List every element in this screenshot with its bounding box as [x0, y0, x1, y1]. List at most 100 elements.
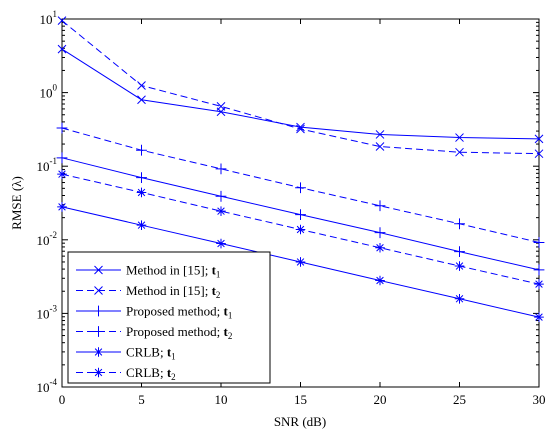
- data-point-marker: [215, 163, 227, 175]
- data-point-marker: [295, 257, 306, 267]
- y-tick-exponent: 1: [53, 9, 58, 19]
- data-point-marker: [215, 190, 227, 202]
- series-layer: [56, 16, 545, 322]
- x-tick-label: 5: [138, 392, 145, 407]
- legend-label-subscript: 2: [216, 290, 221, 300]
- y-tick-exponent: -1: [50, 156, 58, 166]
- legend-label: Proposed method; t1: [126, 304, 232, 321]
- x-tick-label: 0: [59, 392, 66, 407]
- data-point-marker: [136, 172, 147, 184]
- series-4: [56, 122, 545, 248]
- legend-item-5: CRLB; t1: [76, 345, 176, 362]
- legend-label-vector: t: [167, 365, 172, 380]
- data-point-marker: [137, 95, 146, 105]
- series-6: [57, 169, 544, 289]
- y-tick-base: 10: [37, 159, 50, 174]
- y-tick-exponent: -4: [50, 377, 58, 387]
- y-tick-label: 10-4: [37, 377, 58, 395]
- data-point-marker: [136, 187, 147, 198]
- legend-label-text: CRLB;: [126, 345, 167, 360]
- data-point-marker: [454, 261, 465, 271]
- data-point-marker: [295, 209, 306, 220]
- data-point-marker: [534, 134, 544, 144]
- data-point-marker: [534, 149, 544, 159]
- legend-label-vector: t: [212, 263, 217, 278]
- legend-item-6: CRLB; t2: [76, 365, 176, 382]
- x-tick-label: 10: [215, 392, 228, 407]
- data-point-marker: [375, 142, 385, 151]
- legend-label-subscript: 2: [171, 372, 176, 382]
- legend-label-vector: t: [167, 345, 172, 360]
- y-axis-title: RMSE (λ): [9, 176, 24, 230]
- x-tick-label: 15: [294, 392, 307, 407]
- data-point-marker: [295, 224, 306, 235]
- x-tick-label: 25: [453, 392, 466, 407]
- legend-label-text: Method in [15];: [126, 263, 212, 278]
- data-point-marker: [374, 227, 386, 239]
- legend-label: Proposed method; t2: [126, 324, 232, 341]
- legend-marker: [93, 367, 104, 378]
- y-tick-base: 10: [37, 233, 50, 248]
- data-point-marker: [455, 147, 464, 157]
- data-point-marker: [216, 102, 226, 111]
- data-point-marker: [534, 279, 544, 289]
- data-point-marker: [454, 293, 465, 304]
- data-point-marker: [455, 133, 464, 142]
- data-point-marker: [534, 312, 544, 322]
- series-1: [57, 44, 544, 144]
- legend-marker: [93, 347, 104, 357]
- legend-box: [67, 251, 271, 384]
- data-point-marker: [454, 246, 465, 258]
- legend-label-vector: t: [212, 283, 217, 298]
- y-tick-exponent: -3: [50, 303, 58, 313]
- legend-marker: [93, 305, 104, 317]
- y-tick-base: 10: [37, 380, 50, 395]
- data-point-marker: [216, 238, 226, 249]
- data-point-marker: [136, 144, 147, 156]
- data-point-marker: [533, 264, 545, 276]
- y-tick-exponent: 0: [53, 83, 58, 93]
- legend-item-1: Method in [15]; t1: [76, 263, 220, 280]
- data-point-marker: [375, 130, 385, 139]
- y-tick-label: 10-2: [37, 230, 58, 248]
- x-axis-title: SNR (dB): [274, 414, 326, 429]
- data-point-marker: [216, 206, 226, 216]
- legend-label-vector: t: [224, 304, 229, 319]
- data-point-marker: [295, 182, 306, 194]
- data-point-marker: [56, 152, 68, 164]
- x-axis-ticks: 0 5 10 15 20 25 30: [59, 19, 546, 407]
- data-point-marker: [296, 124, 305, 134]
- x-tick-label: 20: [374, 392, 387, 407]
- y-tick-base: 10: [40, 86, 53, 101]
- y-tick-label: 101: [40, 9, 58, 27]
- y-tick-exponent: -2: [50, 230, 58, 240]
- data-point-marker: [57, 44, 67, 54]
- y-tick-label: 100: [40, 83, 58, 101]
- legend-label: CRLB; t2: [126, 365, 176, 382]
- legend-label: Method in [15]; t1: [126, 263, 220, 280]
- legend-label-subscript: 2: [228, 331, 233, 341]
- data-point-marker: [375, 275, 385, 286]
- x-tick-label: 30: [533, 392, 546, 407]
- legend-label: Method in [15]; t2: [126, 283, 220, 300]
- legend-marker: [94, 265, 103, 275]
- legend-item-2: Method in [15]; t2: [76, 283, 220, 300]
- data-point-marker: [57, 16, 67, 25]
- y-tick-label: 10-1: [37, 156, 58, 174]
- y-tick-base: 10: [37, 306, 50, 321]
- y-tick-base: 10: [40, 12, 53, 27]
- data-point-marker: [136, 220, 147, 230]
- legend-marker: [94, 286, 103, 295]
- legend-label-text: Proposed method;: [126, 324, 224, 339]
- data-point-marker: [454, 218, 465, 230]
- series-5: [57, 202, 544, 322]
- series-3: [56, 152, 545, 276]
- legend-label-text: Proposed method;: [126, 304, 224, 319]
- legend-label: CRLB; t1: [126, 345, 176, 362]
- legend-item-3: Proposed method; t1: [76, 304, 232, 321]
- legend-label-text: Method in [15];: [126, 283, 212, 298]
- legend-label-subscript: 1: [228, 311, 233, 321]
